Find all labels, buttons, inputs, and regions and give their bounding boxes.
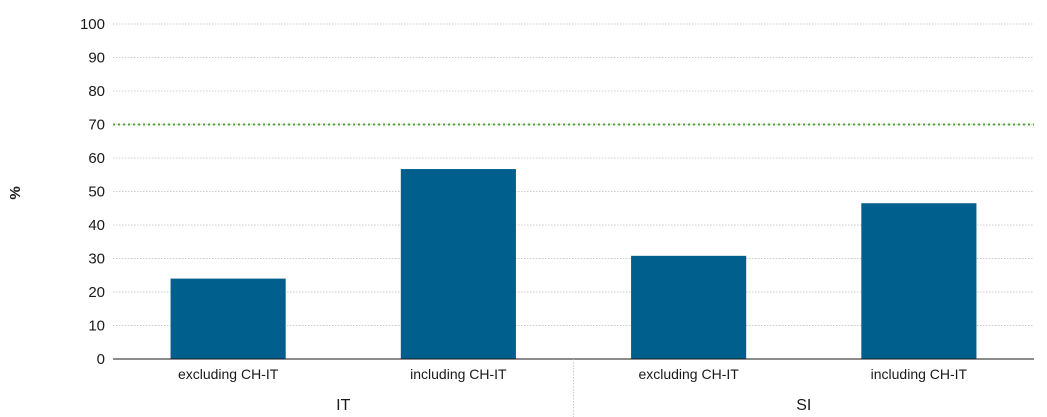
y-axis-label: %	[7, 186, 24, 199]
x-category-label: excluding CH-IT	[178, 366, 279, 382]
y-tick-label: 60	[88, 150, 105, 167]
bars	[170, 169, 977, 359]
x-category-label: including CH-IT	[871, 366, 968, 382]
bar	[631, 255, 747, 359]
axes: 0 10 20 30 40 50 60 70 80 90 100 excluding CH-IT inc…	[80, 16, 1034, 417]
y-tick-label: 0	[97, 351, 105, 368]
x-group-label: SI	[796, 397, 811, 414]
x-group-label: IT	[336, 397, 350, 414]
bar	[400, 169, 516, 359]
y-tick-label: 50	[88, 184, 105, 201]
y-tick-label: 70	[88, 117, 105, 134]
y-tick-label: 100	[80, 16, 105, 33]
y-tick-label: 40	[88, 217, 105, 234]
x-category-label: including CH-IT	[410, 366, 507, 382]
y-tick-label: 20	[88, 284, 105, 301]
x-category-label: excluding CH-IT	[638, 366, 739, 382]
y-tick-label: 80	[88, 83, 105, 100]
bar	[861, 203, 977, 359]
y-tick-label: 90	[88, 50, 105, 67]
y-tick-label: 30	[88, 251, 105, 268]
bar	[170, 278, 286, 359]
y-tick-label: 10	[88, 318, 105, 335]
